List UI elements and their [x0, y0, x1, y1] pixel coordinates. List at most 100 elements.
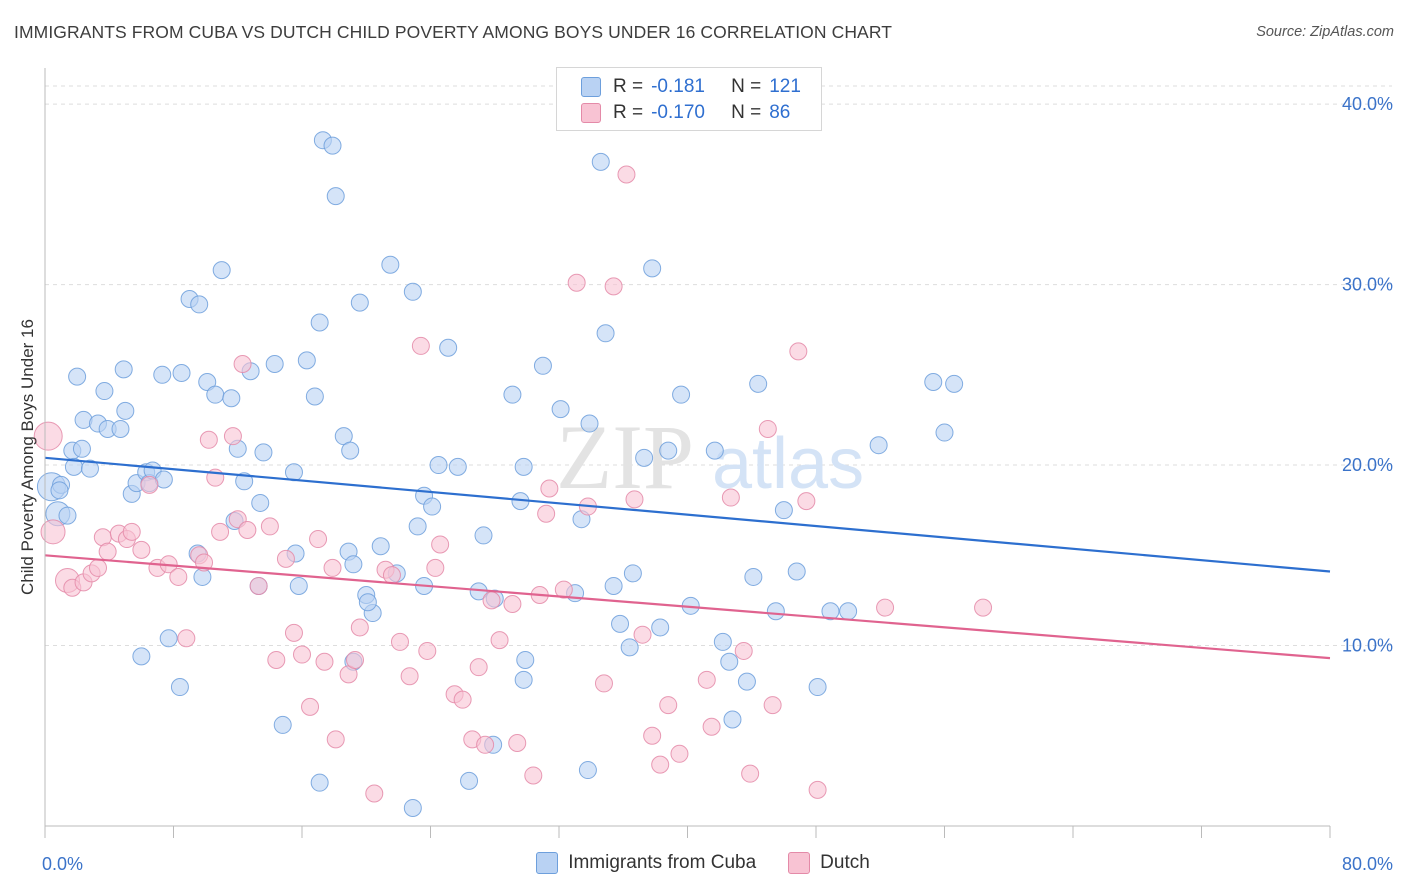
cuba-point — [869, 436, 888, 455]
dutch-point — [350, 618, 369, 637]
dutch-point — [267, 650, 286, 669]
cuba-swatch — [581, 77, 601, 97]
cuba-point — [350, 293, 369, 312]
cuba-point — [254, 443, 273, 462]
cuba-point — [635, 448, 654, 467]
dutch-point — [276, 549, 295, 568]
dutch-point — [702, 717, 721, 736]
dutch-point — [40, 519, 66, 545]
cuba-point — [403, 282, 422, 301]
cuba-point — [596, 324, 615, 343]
dutch-point — [199, 430, 218, 449]
r-label: R = — [613, 76, 644, 97]
cuba-point — [206, 385, 225, 404]
cuba-point — [503, 385, 522, 404]
cuba-point — [159, 629, 178, 648]
dutch-point — [476, 735, 495, 754]
cuba-point — [744, 567, 763, 586]
cuba-point — [172, 364, 191, 383]
n-value: 121 — [769, 76, 801, 97]
cuba-point — [326, 187, 345, 206]
x-tick-label: 0.0% — [42, 854, 83, 874]
y-tick-label: 40.0% — [1342, 94, 1393, 114]
cuba-point — [297, 351, 316, 370]
cuba-point — [935, 423, 954, 442]
cuba-point — [371, 537, 390, 556]
dutch-point — [284, 623, 303, 642]
dutch-point — [567, 273, 586, 292]
cuba-legend-label: Immigrants from Cuba — [568, 852, 757, 873]
cuba-point — [80, 459, 99, 478]
cuba-point — [439, 338, 458, 357]
n-label: N = — [731, 76, 762, 97]
cuba-point — [611, 614, 630, 633]
cuba-point — [358, 593, 377, 612]
cuba-point — [403, 798, 422, 817]
cuba-point — [514, 670, 533, 689]
dutch-point — [697, 670, 716, 689]
cuba-point — [132, 647, 151, 666]
cuba-point — [408, 517, 427, 536]
dutch-point — [617, 165, 636, 184]
cuba-point — [945, 374, 964, 393]
dutch-point — [554, 580, 573, 599]
cuba-point — [341, 441, 360, 460]
cuba-point — [839, 602, 858, 621]
legend-row-cuba: R = -0.181 N = 121 — [581, 75, 801, 99]
dutch-point — [490, 631, 509, 650]
cuba-point — [198, 373, 217, 392]
r-value: -0.181 — [651, 76, 705, 97]
dutch-point — [382, 566, 401, 585]
dutch-point — [537, 504, 556, 523]
dutch-point — [211, 522, 230, 541]
dutch-point — [411, 336, 430, 355]
dutch-point — [797, 492, 816, 511]
cuba-point — [310, 773, 329, 792]
cuba-point — [705, 441, 724, 460]
dutch-point — [659, 696, 678, 715]
dutch-point — [734, 641, 753, 660]
cuba-point — [821, 602, 840, 621]
dutch-point — [323, 558, 342, 577]
r-value: -0.170 — [651, 102, 705, 123]
cuba-point — [623, 564, 642, 583]
dutch-point — [400, 667, 419, 686]
dutch-trend-line — [44, 554, 1331, 660]
cuba-point — [604, 576, 623, 595]
cuba-point — [284, 463, 303, 482]
dutch-point — [503, 595, 522, 614]
dutch-point — [140, 475, 159, 494]
legend-item-dutch: Dutch — [788, 852, 870, 874]
dutch-swatch — [581, 103, 601, 123]
cuba-point — [50, 481, 69, 500]
y-tick-label: 10.0% — [1342, 636, 1393, 656]
dutch-point — [633, 625, 652, 644]
cuba-point — [766, 602, 785, 621]
dutch-point — [808, 780, 827, 799]
cuba-point — [514, 457, 533, 476]
x-tick-label: 80.0% — [1342, 854, 1393, 874]
cuba-point — [310, 313, 329, 332]
cuba-point — [235, 472, 254, 491]
dutch-point — [293, 645, 311, 664]
cuba-point — [474, 526, 493, 545]
cuba-point — [429, 456, 448, 475]
cuba-point — [423, 497, 442, 516]
dutch-point — [974, 598, 993, 617]
cuba-point — [516, 650, 535, 669]
cuba-trend-line — [44, 456, 1331, 573]
cuba-point — [190, 295, 209, 314]
cuba-point — [448, 457, 467, 476]
dutch-point — [315, 652, 334, 671]
cuba-point — [672, 385, 691, 404]
cuba-point — [720, 652, 739, 671]
dutch-point — [721, 488, 740, 507]
stats-legend: R = -0.181 N = 121 R = -0.170 N = 86 — [556, 67, 822, 131]
dutch-point — [132, 540, 151, 559]
dutch-point — [326, 730, 345, 749]
cuba-point — [251, 493, 270, 512]
cuba-point — [749, 374, 768, 393]
dutch-point — [453, 690, 472, 709]
dutch-point — [309, 530, 328, 549]
cuba-point — [460, 771, 479, 790]
